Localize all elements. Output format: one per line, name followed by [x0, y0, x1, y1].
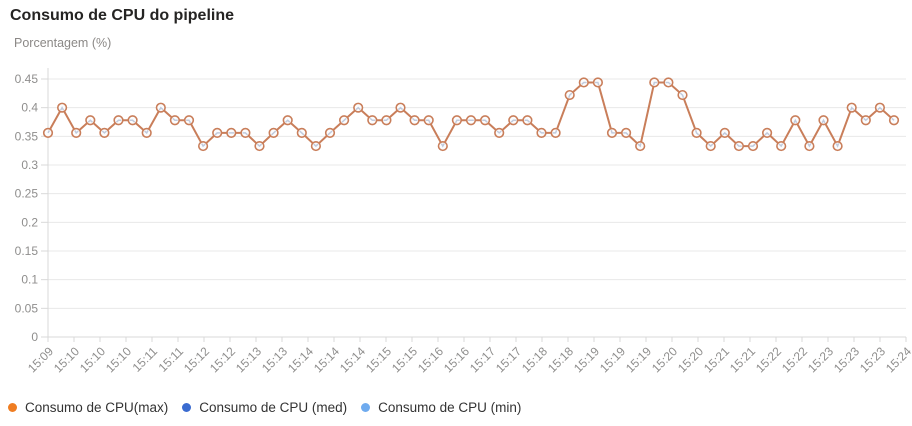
x-axis-tick-label: 15:21 [727, 344, 758, 375]
chart-legend: Consumo de CPU(max) Consumo de CPU (med)… [8, 400, 535, 415]
y-axis-tick-label: 0.05 [15, 301, 39, 315]
legend-dot-cpu-min-icon [361, 403, 371, 412]
chart-title: Consumo de CPU do pipeline [10, 7, 235, 24]
x-axis-tick-label: 15:15 [363, 344, 394, 375]
x-axis-tick-label: 15:18 [519, 344, 550, 375]
legend-label-cpu-med: Consumo de CPU (med) [199, 400, 348, 415]
y-axis-tick-label: 0.1 [21, 273, 38, 287]
x-axis-tick-label: 15:14 [311, 344, 342, 375]
x-axis-tick-label: 15:20 [675, 344, 706, 375]
x-axis-tick-label: 15:24 [883, 344, 912, 375]
y-axis-title: Porcentagem (%) [14, 36, 112, 50]
legend-dot-cpu-max-icon [8, 403, 17, 412]
x-axis-tick-label: 15:19 [597, 344, 628, 375]
x-axis-tick-label: 15:19 [623, 344, 654, 375]
y-axis-tick-label: 0.35 [15, 129, 39, 143]
x-axis-tick-label: 15:23 [857, 344, 888, 375]
legend-dot-cpu-med-icon [182, 403, 192, 412]
x-axis-tick-label: 15:10 [77, 344, 108, 375]
x-axis-tick-label: 15:09 [25, 344, 56, 375]
legend-item-cpu-min[interactable]: Consumo de CPU (min) [361, 400, 521, 415]
x-axis-tick-label: 15:12 [181, 344, 212, 375]
y-axis-tick-label: 0.45 [15, 72, 39, 86]
x-axis-tick-label: 15:23 [805, 344, 836, 375]
x-axis-tick-label: 15:15 [389, 344, 420, 375]
x-axis-tick-label: 15:12 [207, 344, 238, 375]
y-axis-tick-label: 0.2 [21, 215, 38, 229]
x-axis-tick-label: 15:22 [753, 344, 784, 375]
x-axis-tick-label: 15:22 [779, 344, 810, 375]
overlapped-series-hint [47, 81, 895, 148]
x-axis-tick-label: 15:14 [285, 344, 316, 375]
x-axis-tick-label: 15:21 [701, 344, 732, 375]
x-axis-tick-label: 15:16 [415, 344, 446, 375]
legend-label-cpu-min: Consumo de CPU (min) [378, 400, 522, 415]
y-axis-tick-label: 0 [31, 330, 38, 344]
y-axis-tick-label: 0.3 [21, 158, 38, 172]
x-axis-tick-label: 15:11 [156, 344, 187, 375]
y-axis-tick-label: 0.25 [15, 187, 39, 201]
x-axis-tick-label: 15:10 [103, 344, 134, 375]
x-axis-tick-label: 15:17 [493, 344, 524, 375]
y-axis-tick-label: 0.4 [21, 101, 38, 115]
x-axis-tick-label: 15:17 [467, 344, 498, 375]
x-axis-tick-label: 15:13 [259, 344, 290, 375]
x-axis-tick-label: 15:14 [337, 344, 368, 375]
x-axis-tick-label: 15:20 [649, 344, 680, 375]
x-axis-tick-label: 15:11 [130, 344, 161, 375]
x-axis-tick-label: 15:13 [233, 344, 264, 375]
legend-label-cpu-max: Consumo de CPU(max) [25, 400, 169, 415]
legend-item-cpu-max[interactable]: Consumo de CPU(max) [8, 400, 168, 415]
x-axis-tick-label: 15:19 [571, 344, 602, 375]
x-axis-tick-label: 15:16 [441, 344, 472, 375]
x-axis-tick-label: 15:10 [51, 344, 82, 375]
x-axis-tick-label: 15:18 [545, 344, 576, 375]
x-axis-tick-label: 15:23 [831, 344, 862, 375]
y-axis-tick-label: 0.15 [15, 244, 39, 258]
legend-item-cpu-med[interactable]: Consumo de CPU (med) [182, 400, 347, 415]
